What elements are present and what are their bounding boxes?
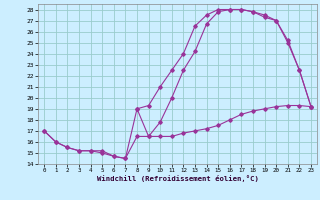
X-axis label: Windchill (Refroidissement éolien,°C): Windchill (Refroidissement éolien,°C) [97,175,259,182]
